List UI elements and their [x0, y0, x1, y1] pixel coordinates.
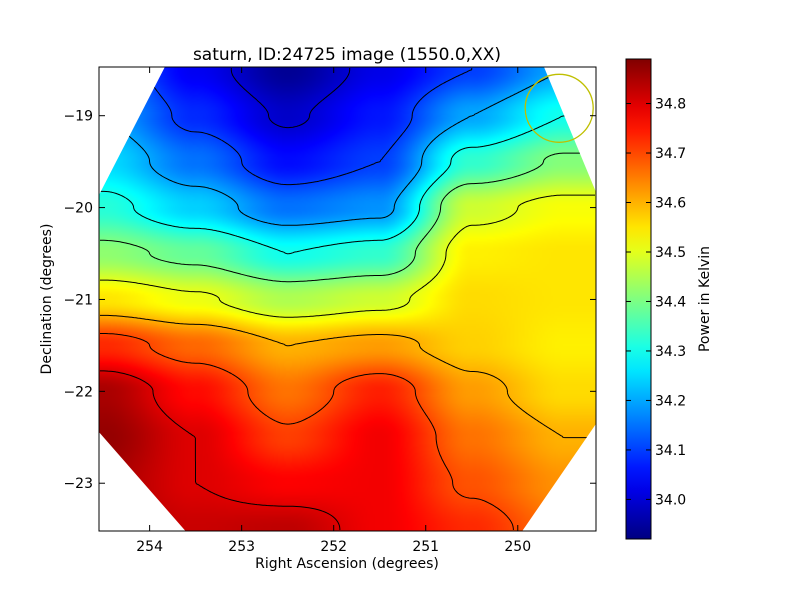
- colorbar-tick-label-7: 34.7: [655, 146, 686, 162]
- colorbar-tick-label-3: 34.3: [655, 344, 686, 360]
- y-ticks: −19 −20 −21 −22 −23: [63, 109, 596, 492]
- y-axis-label: Declination (degrees): [39, 224, 55, 375]
- colorbar-tick-label-4: 34.4: [655, 294, 686, 310]
- y-tick-label-3: −22: [63, 384, 93, 400]
- x-ticks: 254 253 252 251 250: [136, 67, 531, 555]
- colorbar-bar: [625, 58, 652, 540]
- plot-area: 254 253 252 251 250 −19 −20 −21 −22 −23: [63, 66, 597, 555]
- heatmap-image: [99, 67, 596, 531]
- x-tick-label-1: 253: [228, 539, 255, 555]
- y-tick-label-2: −21: [63, 292, 93, 308]
- contour-line-7: [100, 333, 514, 531]
- x-axis-label: Right Ascension (degrees): [255, 556, 439, 572]
- colorbar-tick-label-8: 34.8: [655, 97, 686, 113]
- contour-line-6: [100, 314, 595, 439]
- colorbar: 34.0 34.1 34.2 34.3 34.4 34.5 34.6 34.7 34.8 Pow…: [625, 58, 713, 540]
- x-tick-label-0: 254: [136, 539, 163, 555]
- colorbar-tick-label-2: 34.2: [655, 393, 686, 409]
- x-tick-label-2: 252: [320, 539, 347, 555]
- colorbar-tick-label-0: 34.0: [655, 492, 686, 508]
- x-tick-label-3: 251: [412, 539, 439, 555]
- contour-line-3: [100, 115, 595, 255]
- chart-title: saturn, ID:24725 image (1550.0,XX): [193, 45, 501, 65]
- colorbar-label: Power in Kelvin: [697, 246, 713, 352]
- colorbar-tick-label-5: 34.5: [655, 245, 686, 261]
- x-tick-label-4: 250: [504, 539, 531, 555]
- colorbar-tick-label-1: 34.1: [655, 443, 686, 459]
- contour-line-8: [100, 370, 341, 531]
- beam-circle: [524, 73, 594, 143]
- colorbar-tick-label-6: 34.6: [655, 196, 686, 212]
- contour-line-5: [100, 194, 595, 318]
- contour-line-4: [100, 152, 595, 283]
- y-tick-label-4: −23: [63, 476, 93, 492]
- colorbar-ticks: 34.0 34.1 34.2 34.3 34.4 34.5 34.6 34.7 34.8: [626, 97, 686, 508]
- y-tick-label-1: −20: [63, 201, 93, 217]
- y-tick-label-0: −19: [63, 109, 93, 125]
- contour-line-0: [230, 68, 351, 129]
- contour-lines: [100, 67, 595, 531]
